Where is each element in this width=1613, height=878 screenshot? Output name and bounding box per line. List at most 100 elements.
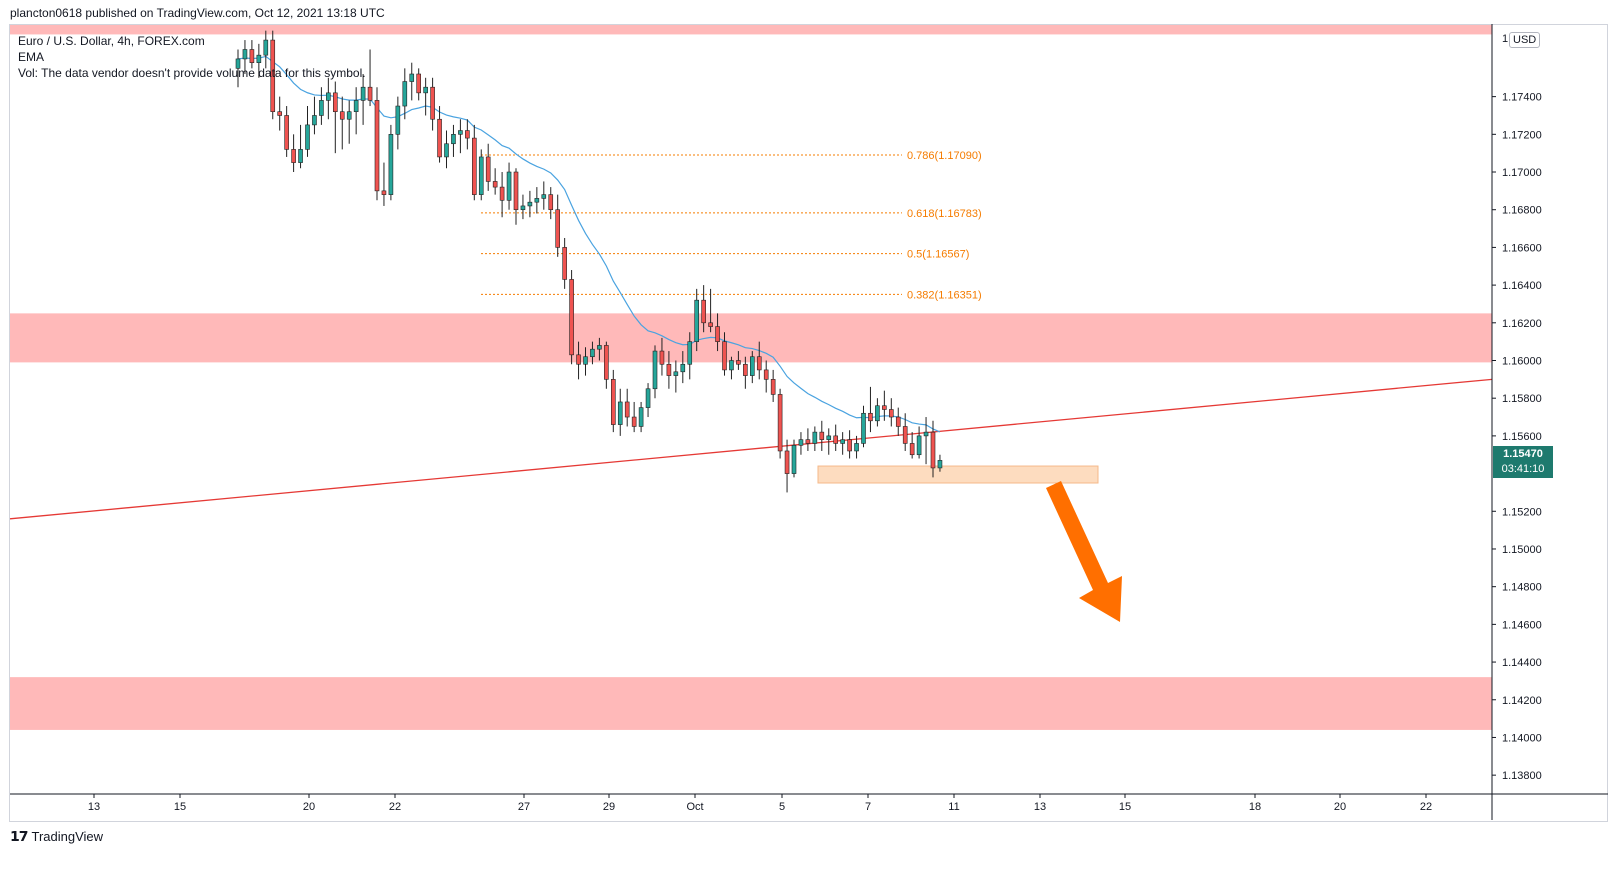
candle-body xyxy=(548,194,554,211)
symbol-label[interactable]: Euro / U.S. Dollar, 4h, FOREX.com xyxy=(18,34,205,48)
candle-body xyxy=(437,118,442,158)
candle xyxy=(756,341,762,380)
candle-body xyxy=(319,100,324,116)
tradingview-footer[interactable]: 𝟭𝟳 TradingView xyxy=(10,828,103,845)
candle xyxy=(353,87,359,135)
candle-body xyxy=(722,341,727,371)
candle xyxy=(875,398,880,427)
candle xyxy=(659,337,665,376)
candle-body xyxy=(388,134,394,195)
ema-indicator-label[interactable]: EMA xyxy=(18,50,45,64)
resistance-zone-top xyxy=(10,25,1492,35)
candle xyxy=(722,332,727,376)
price-tick-label: 1.13800 xyxy=(1502,770,1542,782)
time-tick-label: 20 xyxy=(1334,801,1346,813)
candle-body xyxy=(930,431,936,469)
candle xyxy=(235,49,241,88)
candle-body xyxy=(701,299,706,324)
arrow-layer xyxy=(1046,481,1122,622)
time-tick-label: 13 xyxy=(1034,801,1046,813)
candle-body xyxy=(729,360,734,371)
price-tick-label: 1.16000 xyxy=(1502,355,1542,367)
price-tick-label: 1.15000 xyxy=(1502,544,1542,556)
candle-body xyxy=(423,86,428,94)
candle xyxy=(617,388,623,436)
candle-body xyxy=(610,379,616,425)
volume-label[interactable]: Vol: The data vendor doesn't provide vol… xyxy=(18,66,366,80)
price-tick-label: 1.14800 xyxy=(1502,582,1542,594)
candle xyxy=(812,426,818,451)
candle-body xyxy=(590,348,595,358)
candle xyxy=(784,439,790,493)
time-tick-label: 15 xyxy=(1119,801,1131,813)
candle xyxy=(430,77,435,131)
time-tick-label: 27 xyxy=(518,801,530,813)
price-tick-label: 1.16800 xyxy=(1502,205,1542,217)
candle xyxy=(478,149,484,201)
time-tick-label: 13 xyxy=(88,801,100,813)
candle xyxy=(763,360,769,393)
candle-body xyxy=(861,412,866,444)
last-price: 1.15470 xyxy=(1503,448,1543,460)
candle xyxy=(256,43,262,78)
candle xyxy=(861,405,866,448)
candle xyxy=(694,288,700,352)
candle xyxy=(604,341,609,389)
currency-badge[interactable]: USD xyxy=(1509,32,1541,48)
candle xyxy=(798,432,804,455)
candle-body xyxy=(847,439,852,452)
candle xyxy=(277,96,283,131)
candle xyxy=(902,413,908,451)
candle xyxy=(645,383,651,418)
candle-body xyxy=(430,86,435,120)
bar-countdown: 03:41:10 xyxy=(1501,463,1545,475)
zones-layer xyxy=(10,25,1492,730)
candle-body xyxy=(527,201,533,207)
candle-body xyxy=(381,190,387,195)
candle xyxy=(555,194,561,257)
candle xyxy=(541,181,547,210)
candle-body xyxy=(263,39,269,56)
fibonacci-layer: 0.786(1.17090) 0.618(1.16783) 0.5(1.16567)… xyxy=(481,150,982,301)
candle-body xyxy=(541,194,547,199)
candle-body xyxy=(895,416,901,427)
candle-body xyxy=(604,345,609,380)
fib-label: 0.786(1.17090) xyxy=(907,150,982,162)
candle-body xyxy=(576,354,581,365)
candle-body xyxy=(854,443,859,452)
tradingview-brand: TradingView xyxy=(31,829,104,844)
candle-body xyxy=(666,363,672,376)
candle xyxy=(749,351,755,384)
candle xyxy=(610,369,616,433)
price-tick-label: 1.17400 xyxy=(1502,92,1542,104)
candle xyxy=(909,432,915,459)
candle-body xyxy=(451,134,456,145)
candle xyxy=(624,388,630,427)
published-by-header: plancton0618 published on TradingView.co… xyxy=(10,6,385,20)
candle xyxy=(840,432,845,455)
candle xyxy=(416,68,422,101)
candle-body xyxy=(583,356,588,365)
candle-body xyxy=(875,405,880,422)
candle-body xyxy=(756,356,762,371)
candle-body xyxy=(465,130,470,139)
price-tick-label: 1.15200 xyxy=(1502,506,1542,518)
candle-body xyxy=(812,431,818,444)
candle-body xyxy=(736,360,741,365)
candle-body xyxy=(687,341,693,365)
candle xyxy=(242,40,248,75)
candle-body xyxy=(291,149,296,163)
candle xyxy=(388,124,394,201)
candle xyxy=(270,30,276,120)
trendline-layer xyxy=(9,378,1493,520)
candle xyxy=(631,401,637,433)
price-tick-label: 1.15800 xyxy=(1502,393,1542,405)
candle-body xyxy=(277,111,283,116)
trendline xyxy=(9,378,1493,520)
candle-body xyxy=(937,460,943,469)
candle-body xyxy=(673,371,679,376)
candle xyxy=(826,428,832,455)
candle-body xyxy=(763,369,769,380)
candle-body xyxy=(332,92,338,113)
